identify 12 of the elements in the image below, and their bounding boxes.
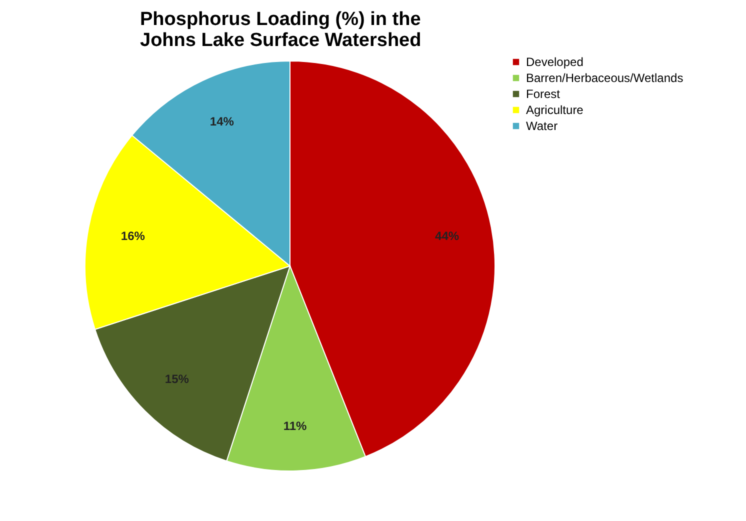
data-label: 15% <box>164 372 190 386</box>
legend-label: Developed <box>526 55 584 69</box>
text: Johns Lake Surface Watershed <box>140 30 422 51</box>
text: Phosphorus Loading (%) in the <box>140 9 421 30</box>
legend-label: Barren/Herbaceous/Wetlands <box>526 71 684 85</box>
data-label: 16% <box>120 229 146 244</box>
legend-label: Water <box>526 119 558 133</box>
data-label: 11% <box>283 418 308 433</box>
data-label: 14% <box>210 114 234 128</box>
data-label: 44% <box>435 229 460 244</box>
legend-label: Agriculture <box>526 103 584 117</box>
legend-label: Forest <box>526 87 561 101</box>
